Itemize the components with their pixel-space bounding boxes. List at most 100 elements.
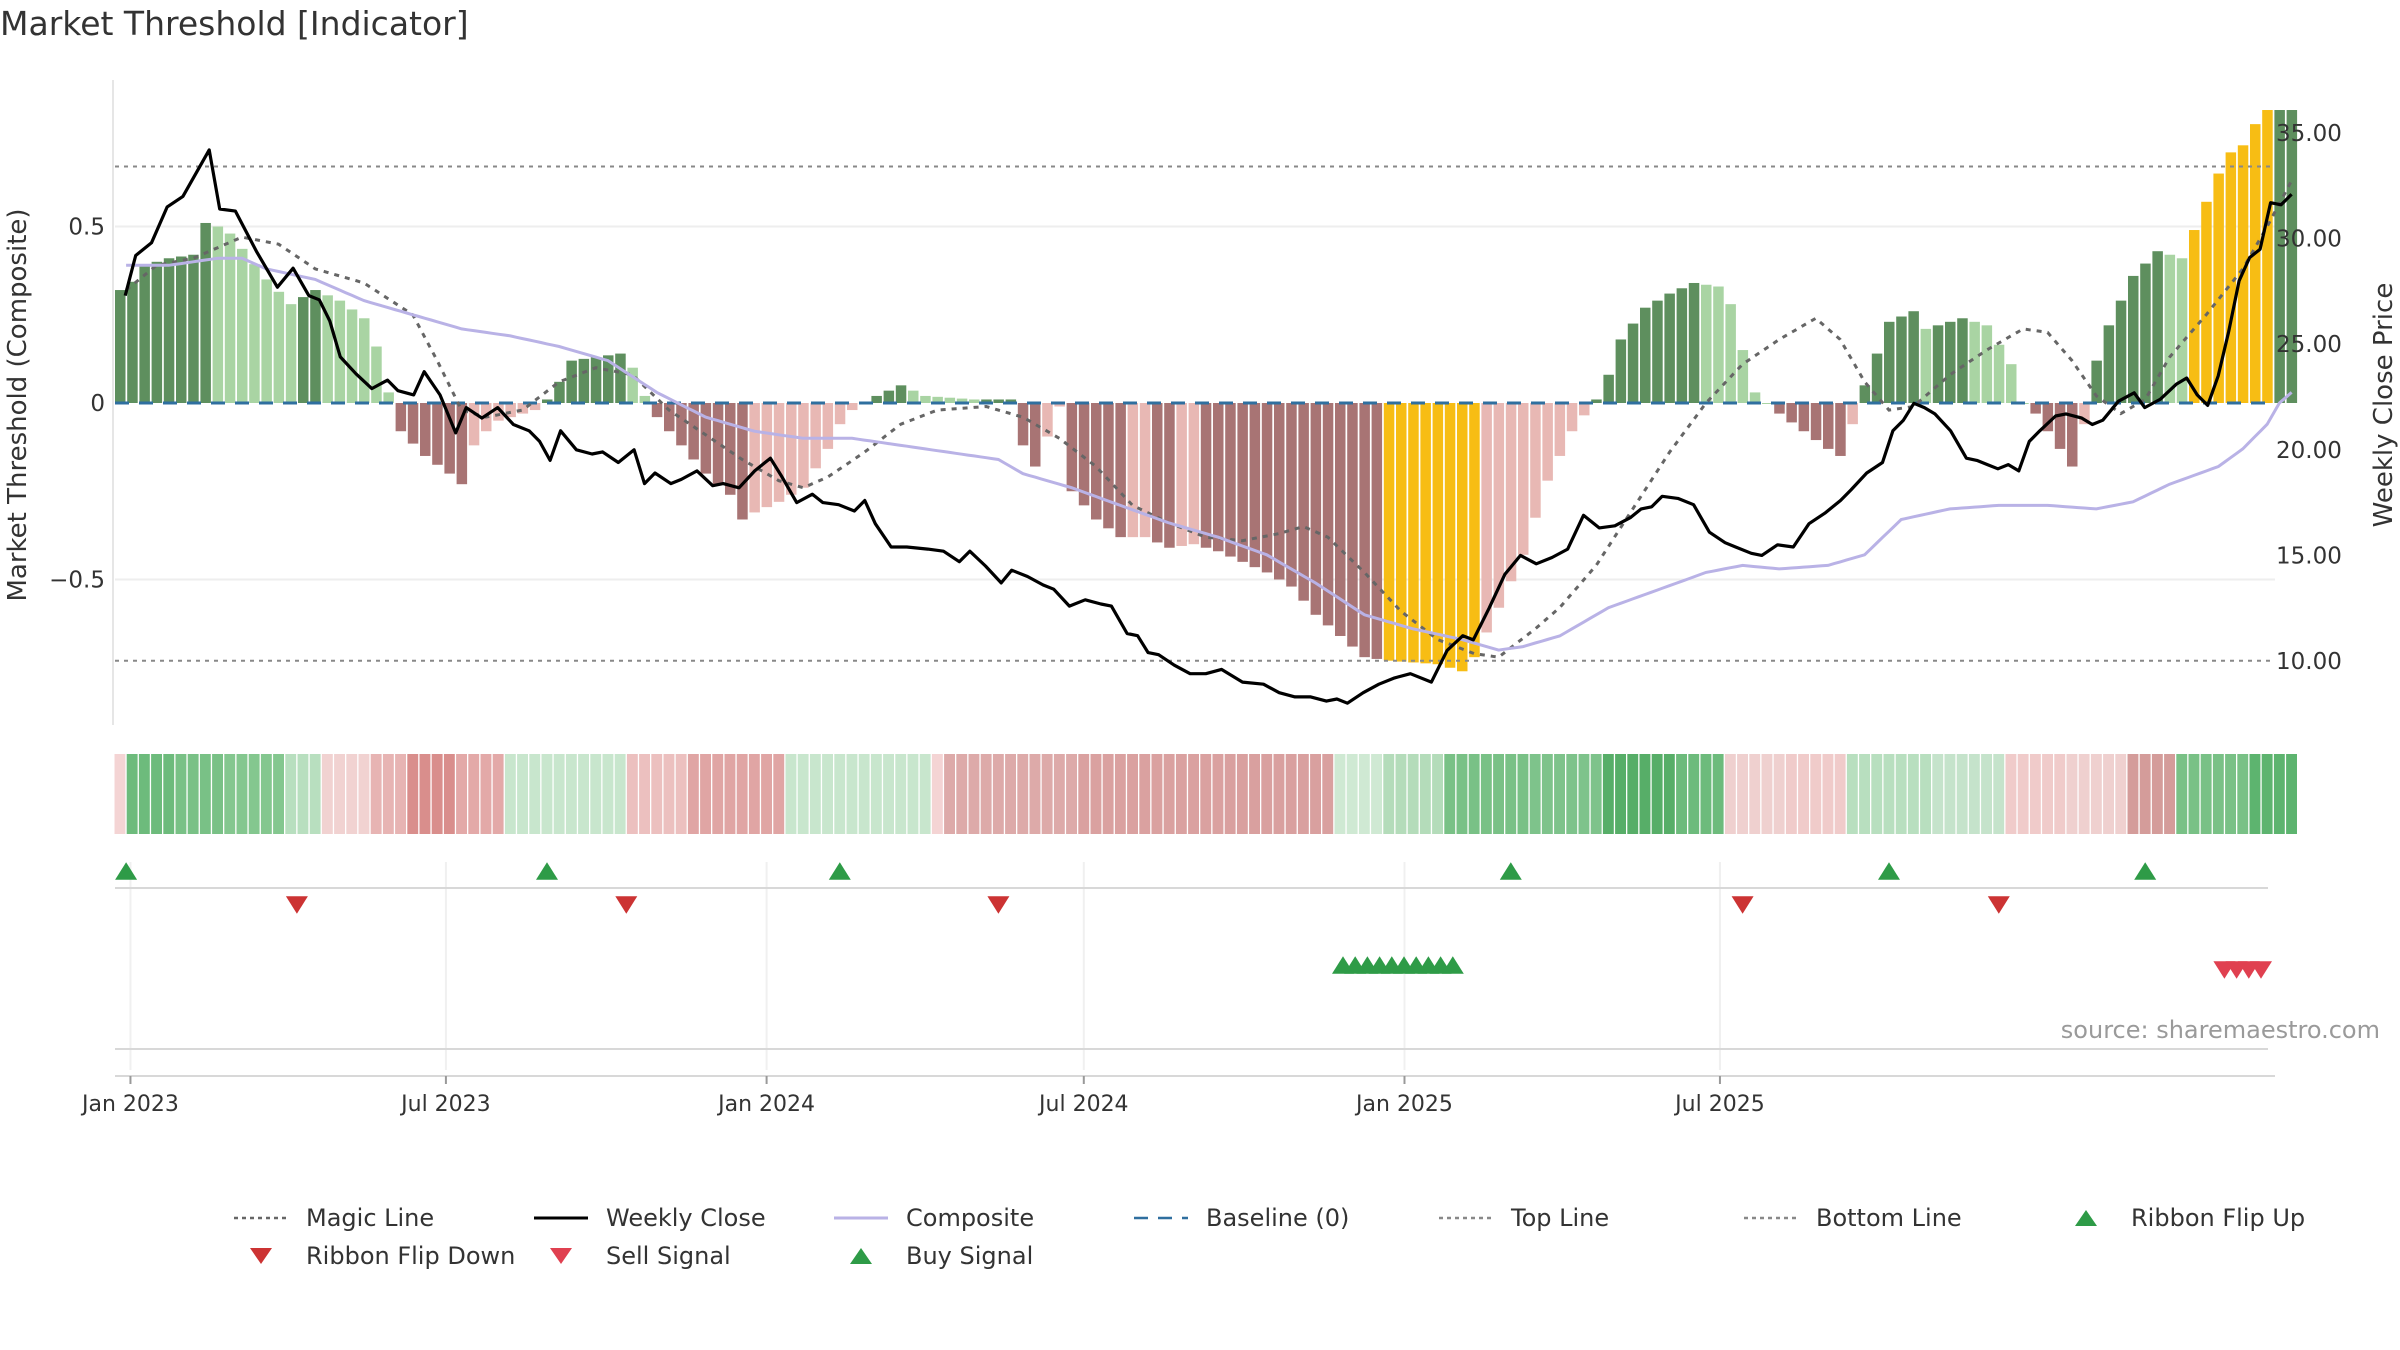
ribbon-cell (1444, 754, 1456, 834)
ribbon-cell (1261, 754, 1273, 834)
ribbon-cell (992, 754, 1004, 834)
composite-bar (1322, 403, 1334, 626)
legend-item: Baseline (0) (1130, 1204, 1349, 1232)
magic-line (125, 179, 2293, 659)
composite-bar (346, 309, 358, 403)
y-tick-label: 0.5 (68, 215, 105, 241)
composite-bar (1139, 403, 1151, 538)
composite-bar (2176, 258, 2188, 403)
composite-bar (1774, 403, 1785, 414)
legend-item: Sell Signal (530, 1242, 731, 1270)
ribbon-cell (1407, 754, 1419, 834)
y2-tick-label: 30.00 (2276, 227, 2342, 253)
composite-bar (322, 295, 333, 403)
ribbon (114, 754, 2297, 834)
ribbon-cell (1810, 754, 1822, 834)
ribbon-cell (565, 754, 577, 834)
ribbon-cell (822, 754, 833, 834)
ribbon-cell (395, 754, 406, 834)
composite-bar (554, 381, 565, 403)
ribbon-cell (2078, 754, 2090, 834)
ribbon-cell (1175, 754, 1187, 834)
composite-bar (456, 403, 468, 485)
composite-bar (163, 258, 175, 403)
composite-bar (969, 399, 980, 403)
ribbon-cell (1712, 754, 1724, 834)
ribbon-cell (297, 754, 309, 834)
ribbon-cell (1859, 754, 1870, 834)
composite-bar (1505, 403, 1517, 582)
ribbon-cell (1041, 754, 1053, 834)
ribbon-cell (1541, 754, 1553, 834)
legend-item: Magic Line (230, 1204, 434, 1232)
composite-bar (529, 403, 541, 411)
ribbon-cell (1285, 754, 1297, 834)
legend-swatch (250, 1248, 272, 1264)
ribbon-cell (785, 754, 797, 834)
ribbon-cell (1688, 754, 1700, 834)
ribbon-cell (1724, 754, 1736, 834)
composite-bar (468, 403, 480, 446)
ribbon-cell (956, 754, 968, 834)
y-tick-label: 0 (90, 391, 105, 417)
ribbon-cell (834, 754, 846, 834)
ribbon-cell (1029, 754, 1041, 834)
composite-bar (249, 264, 260, 403)
composite-bar (1042, 403, 1053, 437)
composite-bar (359, 318, 370, 403)
composite-bar (1749, 392, 1761, 403)
composite-bar (1566, 403, 1578, 432)
composite-bar (761, 403, 773, 508)
composite-bar (115, 290, 126, 403)
composite-bar (1444, 403, 1456, 668)
ribbon-flip-up-marker (2134, 862, 2157, 880)
ribbon-cell (1554, 754, 1565, 834)
ribbon-cell (846, 754, 858, 834)
ribbon-cell (1834, 754, 1846, 834)
ribbon-cell (590, 754, 602, 834)
composite-bar (883, 390, 895, 403)
composite-bar (237, 248, 248, 403)
composite-bar (1054, 403, 1065, 407)
composite-bar (2262, 110, 2273, 403)
composite-bar (261, 279, 272, 403)
ribbon-cell (980, 754, 992, 834)
composite-bar (1091, 403, 1102, 520)
legend-label: Magic Line (306, 1204, 435, 1232)
ribbon-cell (2115, 754, 2127, 834)
composite-bar (127, 281, 138, 403)
composite-bar (2286, 110, 2298, 403)
composite-bar (981, 399, 992, 403)
ribbon-cell (2261, 754, 2273, 834)
composite-bar (444, 403, 455, 474)
ribbon-cell (1907, 754, 1919, 834)
ribbon-cell (724, 754, 736, 834)
sell-signal-marker (2250, 961, 2272, 979)
composite-bar (212, 226, 224, 403)
ribbon-cell (1212, 754, 1224, 834)
composite-bar (1457, 403, 1468, 672)
ribbon-cell (1798, 754, 1809, 834)
composite-bar (2213, 173, 2224, 403)
composite-bar (1371, 403, 1383, 659)
ribbon-cell (1639, 754, 1651, 834)
ribbon-cell (1480, 754, 1492, 834)
ribbon-cell (761, 754, 772, 834)
ribbon-cell (456, 754, 467, 834)
composite-bar (786, 403, 797, 495)
ribbon-cell (1944, 754, 1956, 834)
ribbon-cell (809, 754, 821, 834)
composite-bar (2103, 325, 2115, 403)
ribbon-cell (2237, 754, 2249, 834)
ribbon-flip-down-marker (1987, 896, 2010, 914)
ribbon-cell (431, 754, 443, 834)
ribbon-cell (675, 754, 687, 834)
ribbon-cell (2054, 754, 2066, 834)
ribbon-cell (1785, 754, 1797, 834)
composite-bar (1481, 403, 1492, 633)
y-axis-label: Market Threshold (Composite) (3, 208, 33, 601)
ribbon-cell (419, 754, 431, 834)
composite-bar (1945, 321, 1956, 403)
x-tick-label: Jan 2024 (716, 1092, 815, 1117)
x-tick-label: Jul 2025 (1673, 1092, 1765, 1117)
